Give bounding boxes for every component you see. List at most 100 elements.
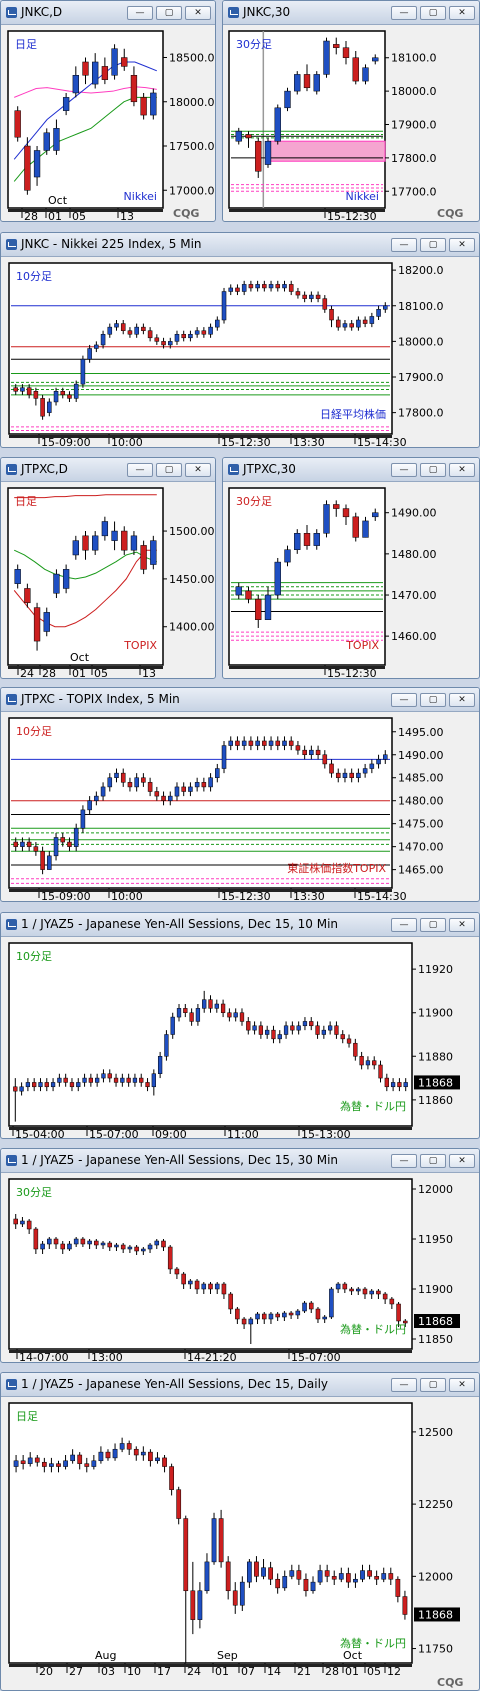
time-scrollbar[interactable] xyxy=(9,435,392,438)
minimize-button[interactable]: — xyxy=(127,6,153,20)
candle xyxy=(258,1021,264,1039)
chart-area[interactable]: 1495.00 1490.00 1485.00 1480.00 1475.00 1470.… xyxy=(1,688,480,902)
title-bar[interactable]: 1 / JYAZ5 - Japanese Yen-All Sessions, D… xyxy=(1,1149,479,1173)
candle xyxy=(331,1570,337,1585)
y-tick-label: 17900.0 xyxy=(398,371,444,384)
candle xyxy=(246,1017,251,1035)
chart-window-w6[interactable]: JTPXC - TOPIX Index, 5 Min — ▢ ✕ 1495.00 1490… xyxy=(0,687,480,902)
maximize-button[interactable]: ▢ xyxy=(420,1378,446,1392)
candle xyxy=(141,323,146,335)
y-tick-label: 12000 xyxy=(418,1183,453,1196)
candle xyxy=(150,535,157,570)
candle xyxy=(38,1078,43,1092)
maximize-button[interactable]: ▢ xyxy=(156,463,182,477)
close-button[interactable]: ✕ xyxy=(449,1154,475,1168)
maximize-button[interactable]: ▢ xyxy=(420,6,446,20)
maximize-button[interactable]: ▢ xyxy=(420,238,446,252)
minimize-button[interactable]: — xyxy=(391,238,417,252)
close-button[interactable]: ✕ xyxy=(449,463,475,477)
close-button[interactable]: ✕ xyxy=(449,6,475,20)
close-button[interactable]: ✕ xyxy=(449,238,475,252)
title-bar[interactable]: 1 / JYAZ5 - Japanese Yen-All Sessions, D… xyxy=(1,1373,479,1397)
chart-window-w9[interactable]: 1 / JYAZ5 - Japanese Yen-All Sessions, D… xyxy=(0,1372,480,1691)
title-bar[interactable]: 1 / JYAZ5 - Japanese Yen-All Sessions, D… xyxy=(1,913,479,937)
candle xyxy=(248,736,254,751)
minimize-button[interactable]: — xyxy=(127,463,153,477)
y-tick-label: 17500.0 xyxy=(169,140,215,153)
candle xyxy=(271,1025,276,1044)
minimize-button[interactable]: — xyxy=(391,1378,417,1392)
time-scrollbar[interactable] xyxy=(229,209,385,212)
candle xyxy=(139,1073,144,1087)
candle xyxy=(101,57,109,85)
x-tick-label: 01 xyxy=(48,210,62,222)
last-price-label: 11868 xyxy=(418,1608,453,1621)
candle xyxy=(282,1311,287,1321)
candle xyxy=(80,1237,86,1247)
symbol-watermark: TOPIX xyxy=(123,639,157,652)
candle xyxy=(60,387,66,399)
chart-area[interactable]: 12000 11950 11900 11850 11868 14-07:00 13:00 14… xyxy=(1,1149,480,1363)
candle xyxy=(127,777,133,792)
close-button[interactable]: ✕ xyxy=(185,6,211,20)
chart-window-w4[interactable]: JTPXC,D — ▢ ✕ 1500.00 1450.00 1400.00 24 28 01 05 1… xyxy=(0,457,216,679)
x-month-label: Oct xyxy=(343,1649,363,1662)
chart-area[interactable]: 11920 11900 11880 11860 11868 15-04:00 15-07:0… xyxy=(1,913,480,1139)
candle xyxy=(132,1073,138,1087)
candle xyxy=(317,1564,323,1585)
candle xyxy=(140,92,147,120)
maximize-button[interactable]: ▢ xyxy=(420,463,446,477)
title-bar[interactable]: JNKC - Nikkei 225 Index, 5 Min — ▢ ✕ xyxy=(1,233,479,257)
time-scrollbar[interactable] xyxy=(9,1664,412,1667)
candle xyxy=(133,1446,139,1461)
minimize-button[interactable]: — xyxy=(391,6,417,20)
chart-window-w8[interactable]: 1 / JYAZ5 - Japanese Yen-All Sessions, D… xyxy=(0,1148,480,1363)
title-bar[interactable]: JNKC,D — ▢ ✕ xyxy=(1,1,215,25)
close-button[interactable]: ✕ xyxy=(449,693,475,707)
candle xyxy=(24,137,31,195)
minimize-button[interactable]: — xyxy=(391,918,417,932)
time-scrollbar[interactable] xyxy=(9,889,392,892)
x-tick-label: 21 xyxy=(297,1665,311,1678)
time-scrollbar[interactable] xyxy=(229,666,385,669)
chart-area[interactable]: 1500.00 1450.00 1400.00 24 28 01 05 13 Oct 日足 TOPI… xyxy=(1,458,216,679)
candle xyxy=(87,796,92,815)
x-tick-label: 05 xyxy=(367,1665,381,1678)
title-bar[interactable]: JTPXC,30 — ▢ ✕ xyxy=(223,458,479,482)
maximize-button[interactable]: ▢ xyxy=(420,1154,446,1168)
candle xyxy=(181,330,186,342)
candle xyxy=(374,1570,380,1585)
title-bar[interactable]: JTPXC,D — ▢ ✕ xyxy=(1,458,215,482)
chart-window-w5[interactable]: JTPXC,30— ▢ ✕ 1490.00 1480.00 1470.00 1460.00 1… xyxy=(222,457,480,679)
maximize-button[interactable]: ▢ xyxy=(156,6,182,20)
candle xyxy=(313,529,320,550)
minimize-button[interactable]: — xyxy=(391,1154,417,1168)
chart-area[interactable]: 12500 12250 12000 11750 11868 20 27 03 10 17 24 01 0… xyxy=(1,1373,480,1691)
maximize-button[interactable]: ▢ xyxy=(420,693,446,707)
chart-area[interactable]: 18200.0 18100.0 18000.0 17900.0 17800.0 15-09… xyxy=(1,233,480,448)
maximize-button[interactable]: ▢ xyxy=(420,918,446,932)
symbol-watermark: Nikkei xyxy=(124,190,157,203)
chart-area[interactable]: 1490.00 1480.00 1470.00 1460.00 15-12:30 30分足… xyxy=(223,458,480,679)
close-button[interactable]: ✕ xyxy=(185,463,211,477)
chart-window-w1[interactable]: JNKC,D — ▢ ✕ 18500.0 18000.0 17500.0 17000.0 28 0… xyxy=(0,0,216,222)
candle xyxy=(288,1311,294,1319)
time-scrollbar[interactable] xyxy=(9,1350,412,1353)
time-scrollbar[interactable] xyxy=(9,1127,412,1130)
minimize-button[interactable]: — xyxy=(391,693,417,707)
minimize-button[interactable]: — xyxy=(391,463,417,477)
close-button[interactable]: ✕ xyxy=(449,1378,475,1392)
close-button[interactable]: ✕ xyxy=(449,918,475,932)
chart-area[interactable]: 18500.0 18000.0 17500.0 17000.0 28 01 05 13 Oct 日… xyxy=(1,1,216,222)
time-scrollbar[interactable] xyxy=(8,209,163,212)
chart-window-w3[interactable]: JNKC - Nikkei 225 Index, 5 Min — ▢ ✕ 18200.0… xyxy=(0,232,480,448)
candle xyxy=(352,512,359,542)
title-bar[interactable]: JTPXC - TOPIX Index, 5 Min — ▢ ✕ xyxy=(1,688,479,712)
chart-window-w7[interactable]: 1 / JYAZ5 - Japanese Yen-All Sessions, D… xyxy=(0,912,480,1139)
chart-window-w2[interactable]: JNKC,30 — ▢ ✕ 18100.0 18000.0 17900.0 17800.0 17… xyxy=(222,0,480,222)
chart-area[interactable]: 18100.0 18000.0 17900.0 17800.0 17700.0 15-12… xyxy=(223,1,480,222)
title-bar[interactable]: JNKC,30 — ▢ ✕ xyxy=(223,1,479,25)
time-scrollbar[interactable] xyxy=(8,666,163,669)
plot-area xyxy=(228,487,386,666)
window-title: JNKC,D xyxy=(21,5,63,19)
